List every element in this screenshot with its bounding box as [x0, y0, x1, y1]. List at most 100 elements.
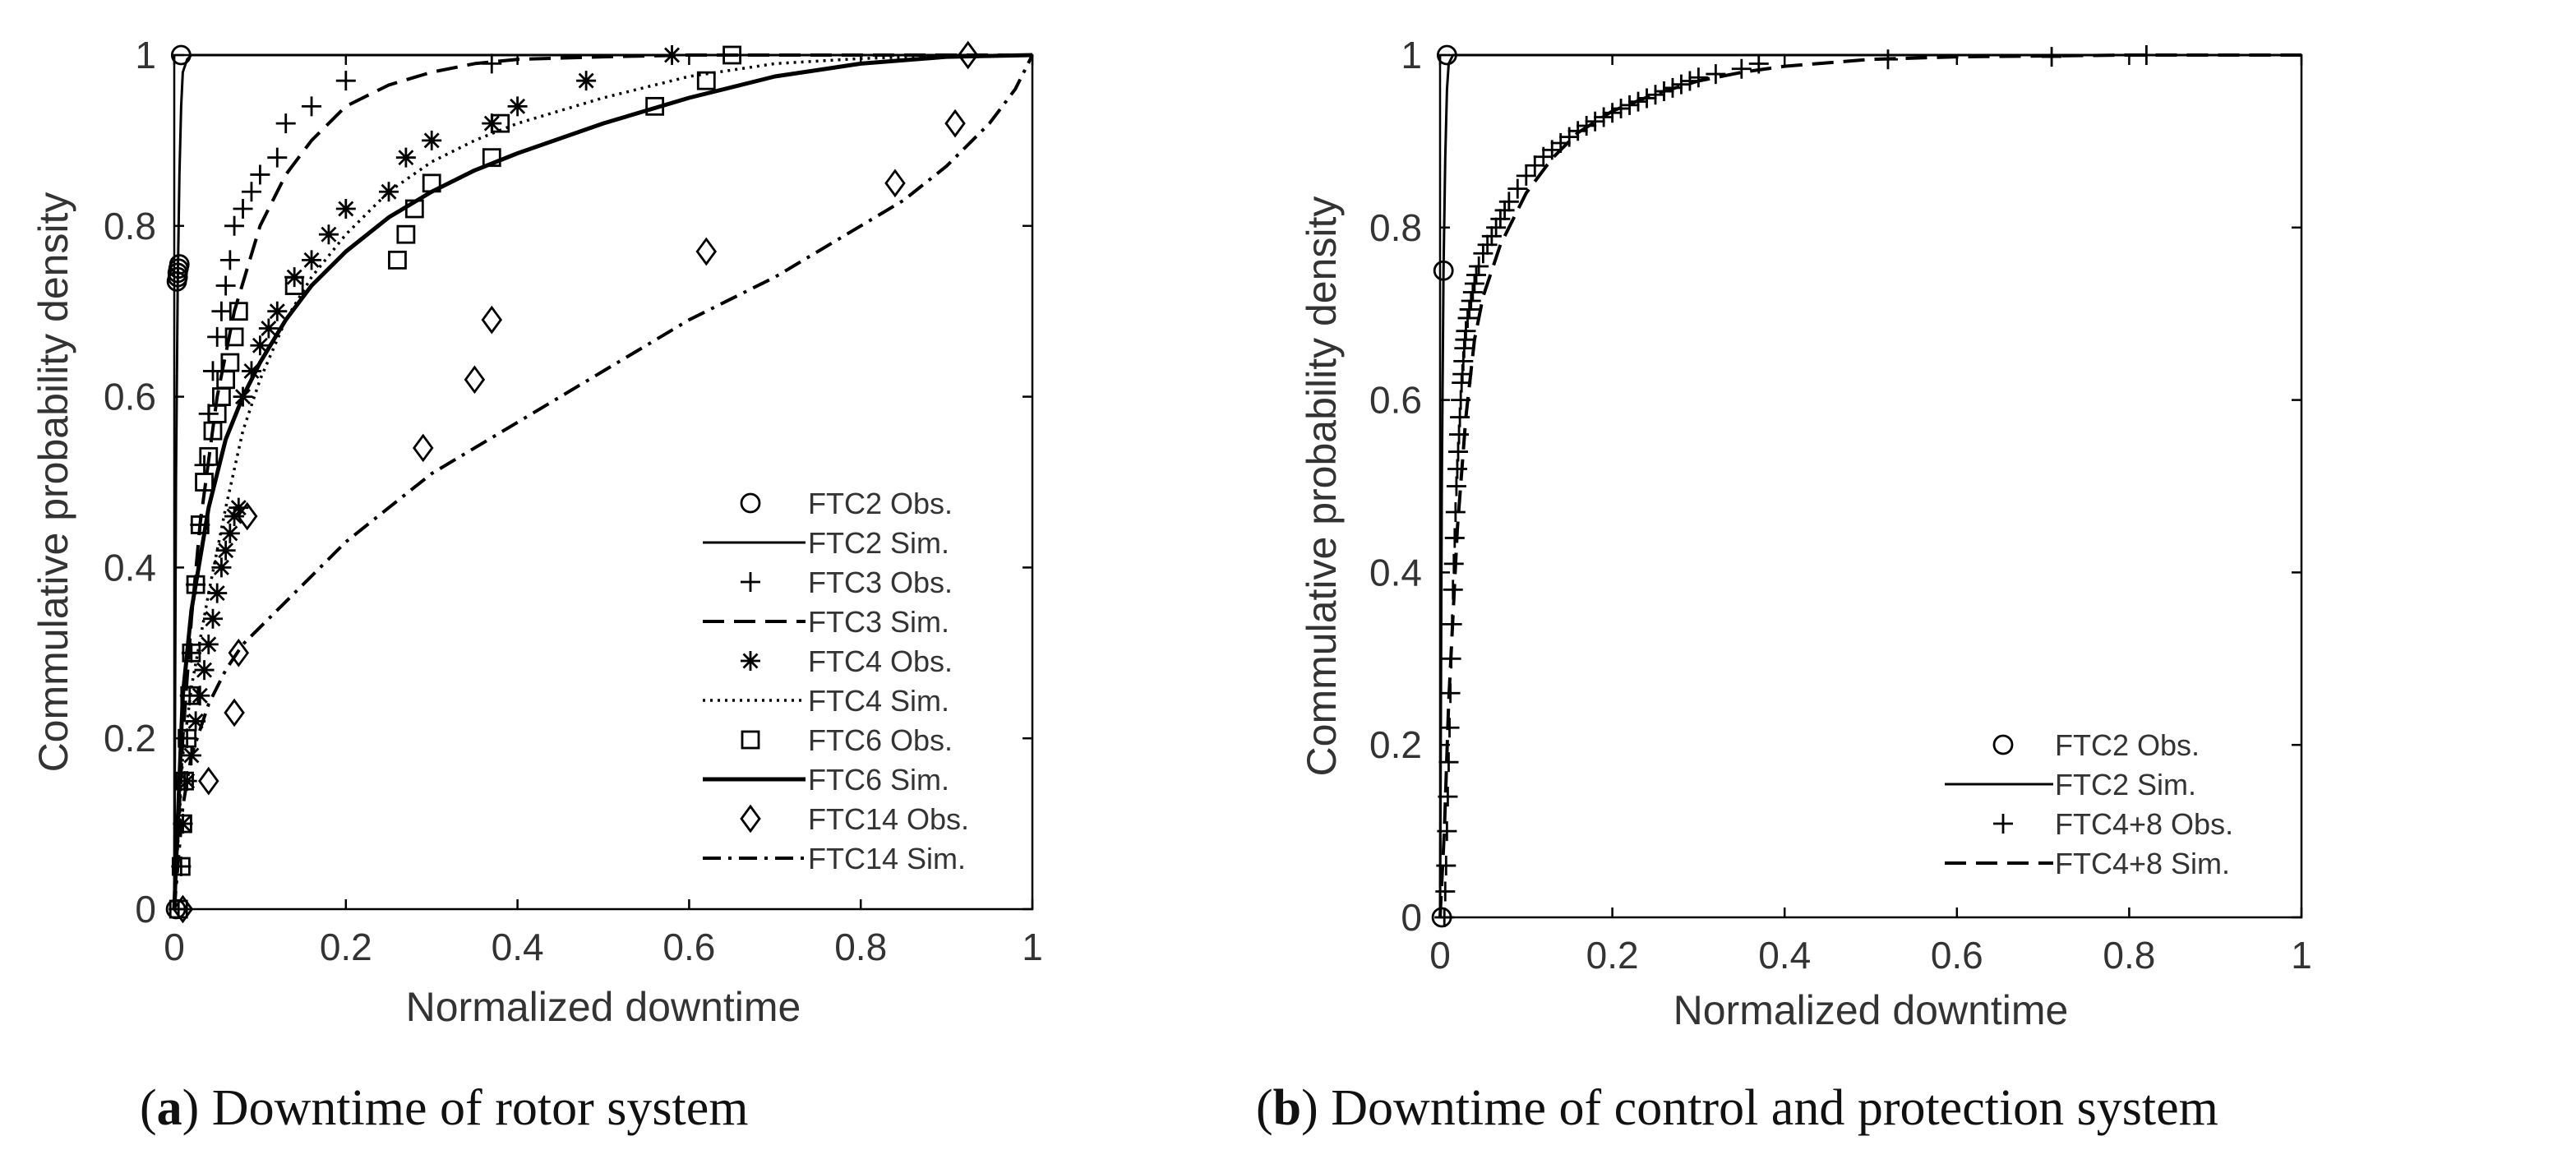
data-point [224, 215, 245, 236]
data-point [1525, 155, 1545, 176]
y-tick-label: 1 [135, 34, 156, 76]
legend-marker-swatch [741, 651, 760, 671]
data-point [237, 501, 258, 531]
legend-label: FTC14 Sim. [808, 842, 966, 875]
data-point [695, 237, 718, 266]
y-tick-label: 0.2 [1369, 723, 1422, 766]
y-tick-label: 0.8 [104, 205, 156, 247]
data-point [224, 506, 245, 527]
x-tick-label: 1 [1022, 926, 1043, 968]
data-point [696, 71, 716, 90]
legend-label: FTC3 Obs. [808, 566, 953, 599]
series-ftc6-sim [172, 53, 1033, 910]
data-point [241, 182, 261, 202]
legend-label: FTC4 Obs. [808, 644, 953, 678]
data-point [215, 275, 236, 296]
data-point [1464, 273, 1484, 293]
data-point [302, 250, 322, 270]
data-point [1445, 501, 1466, 522]
y-tick-label: 0 [135, 888, 156, 931]
data-point [1448, 441, 1469, 462]
data-point [1646, 85, 1665, 105]
data-point [229, 302, 248, 321]
data-point [1437, 821, 1457, 842]
data-point [1585, 111, 1605, 132]
data-point [1436, 856, 1457, 876]
legend-entry: FTC4 Obs. [741, 644, 953, 678]
data-point [1457, 307, 1478, 328]
y-tick-label: 0.6 [1369, 379, 1422, 422]
y-tick-label: 0.8 [1369, 206, 1422, 249]
data-point [211, 557, 232, 578]
legend-entry: FTC6 Obs. [741, 723, 953, 757]
data-point [1434, 907, 1455, 927]
series-ftc2-sim [1438, 53, 2301, 918]
data-point [335, 199, 356, 219]
caption-open-paren: ( [140, 1080, 157, 1136]
legend-label: FTC4+8 Sim. [2055, 847, 2230, 880]
legend-entry: FTC4+8 Obs. [1993, 807, 2233, 841]
data-point [482, 148, 501, 168]
legend-entry: FTC14 Sim. [703, 842, 966, 875]
data-point [195, 473, 214, 492]
data-point [576, 71, 597, 91]
series-ftc6-obs [169, 45, 741, 919]
series-line [1438, 53, 2301, 918]
legend-entry: FTC2 Obs. [1992, 728, 2200, 762]
data-point [944, 109, 966, 138]
data-point [481, 305, 503, 335]
data-point [388, 250, 407, 270]
data-point [302, 96, 322, 117]
data-point [1688, 67, 1709, 88]
legend-marker-swatch [740, 804, 761, 834]
data-point [199, 446, 219, 466]
legend-label: FTC6 Sim. [808, 763, 949, 797]
data-point [1461, 290, 1481, 311]
data-point [258, 318, 279, 339]
legend-marker-swatch [1993, 814, 2013, 834]
data-point [1462, 282, 1483, 302]
data-point [507, 96, 528, 117]
x-tick-label: 0.2 [320, 926, 372, 968]
data-point [186, 711, 206, 732]
data-point [1706, 64, 1726, 85]
data-point [202, 608, 223, 629]
data-point [220, 353, 240, 372]
legend-label: FTC3 Sim. [808, 605, 949, 639]
data-point [178, 728, 197, 748]
y-axis-label: Commulative probability density [30, 192, 76, 773]
data-point [267, 301, 288, 321]
y-axis-label: Commulative probability density [1299, 196, 1345, 777]
data-point [422, 130, 442, 150]
panel-caption: (a) Downtime of rotor system [140, 1080, 748, 1136]
legend-label: FTC2 Obs. [2055, 728, 2200, 762]
data-point [173, 814, 192, 834]
data-point [207, 583, 228, 603]
data-point [198, 766, 219, 796]
data-point [1490, 209, 1511, 229]
series-ftc14-sim [173, 54, 1034, 910]
data-point [395, 147, 416, 168]
caption-letter: b [1273, 1080, 1301, 1136]
data-point [219, 250, 240, 270]
data-point [219, 523, 240, 543]
series-line [172, 53, 1033, 910]
data-point [198, 634, 219, 654]
caption-text: ) Downtime of rotor system [182, 1080, 749, 1136]
x-tick-label: 0.8 [834, 926, 887, 968]
legend-marker-swatch [741, 572, 760, 592]
data-point [1486, 217, 1507, 238]
data-point [396, 224, 416, 244]
data-point [1498, 192, 1519, 212]
y-tick-label: 0.4 [104, 546, 156, 589]
y-tick-label: 0 [1401, 896, 1422, 939]
series-line [173, 53, 1032, 910]
data-point [275, 113, 296, 134]
data-point [182, 643, 201, 663]
caption-open-paren: ( [1256, 1080, 1273, 1136]
data-point [379, 182, 399, 202]
data-point [662, 45, 682, 65]
x-tick-label: 0 [1429, 934, 1451, 977]
data-point [172, 894, 194, 924]
